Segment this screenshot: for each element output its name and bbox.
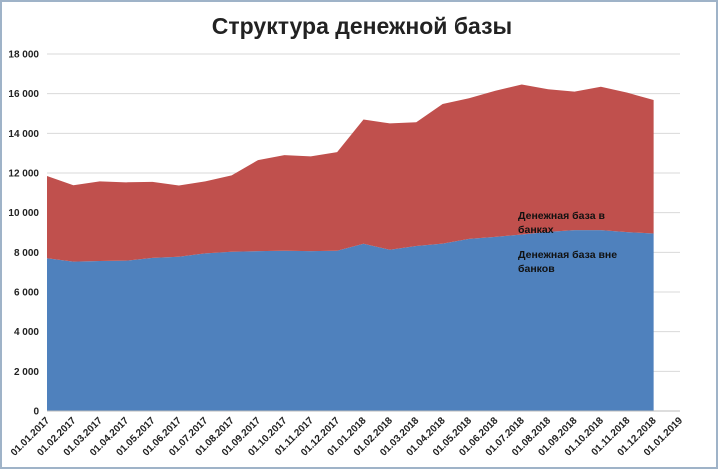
y-tick-label: 12 000	[8, 169, 39, 180]
area	[47, 84, 654, 262]
y-tick-label: 2 000	[14, 367, 39, 378]
y-tick-label: 14 000	[8, 129, 39, 140]
y-tick-label: 16 000	[8, 89, 39, 100]
series-label: Денежная база в банках	[518, 210, 605, 236]
chart-title: Структура денежной базы	[212, 13, 512, 39]
y-tick-label: 0	[33, 407, 39, 418]
area	[47, 230, 654, 411]
series-label: Денежная база вне банков	[518, 249, 618, 275]
y-tick-label: 4 000	[14, 327, 39, 338]
y-tick-label: 6 000	[14, 288, 39, 299]
y-tick-label: 8 000	[14, 248, 39, 259]
y-tick-label: 10 000	[8, 208, 39, 219]
y-tick-label: 18 000	[8, 50, 39, 61]
